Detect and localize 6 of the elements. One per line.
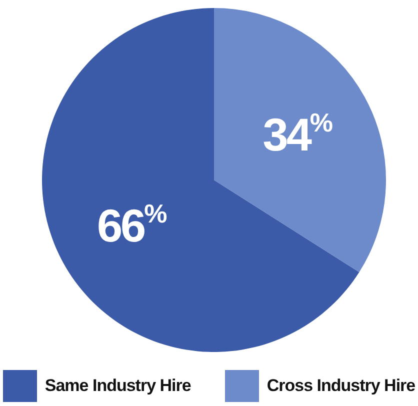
data-label: 34$^{%}$	[262, 108, 333, 160]
legend-label: Cross Industry Hire	[266, 376, 416, 396]
legend-label: Same Industry Hire	[44, 376, 191, 396]
data-label: 66$^{%}$	[96, 198, 168, 252]
pie-slice	[42, 8, 360, 352]
pie-slice	[214, 8, 386, 272]
